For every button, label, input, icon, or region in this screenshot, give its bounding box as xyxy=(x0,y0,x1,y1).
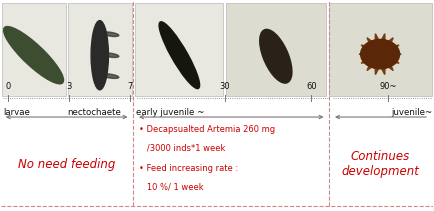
Text: No need feeding: No need feeding xyxy=(18,158,115,171)
Text: Continues
development: Continues development xyxy=(341,150,419,178)
Ellipse shape xyxy=(102,74,119,78)
Ellipse shape xyxy=(91,21,108,90)
Text: nectochaete: nectochaete xyxy=(68,108,122,117)
Ellipse shape xyxy=(159,22,200,89)
Bar xyxy=(68,3,132,96)
Text: 90~: 90~ xyxy=(379,82,397,91)
Polygon shape xyxy=(359,34,401,74)
Text: • Decapsualted Artemia 260 mg: • Decapsualted Artemia 260 mg xyxy=(139,125,275,134)
Text: /3000 inds*1 week: /3000 inds*1 week xyxy=(139,144,226,153)
Text: 0: 0 xyxy=(6,82,11,91)
Text: early juvenile ~: early juvenile ~ xyxy=(136,108,204,117)
Ellipse shape xyxy=(102,53,119,57)
Bar xyxy=(135,3,224,96)
Ellipse shape xyxy=(260,29,292,83)
Ellipse shape xyxy=(361,39,400,69)
Text: larvae: larvae xyxy=(3,108,30,117)
Ellipse shape xyxy=(102,32,119,37)
Ellipse shape xyxy=(3,27,63,84)
Text: 3: 3 xyxy=(66,82,72,91)
Bar xyxy=(329,3,432,96)
Text: 10 %/ 1 week: 10 %/ 1 week xyxy=(139,183,204,192)
Bar xyxy=(226,3,326,96)
Text: 60: 60 xyxy=(306,82,317,91)
Bar xyxy=(2,3,66,96)
Text: juvenile~: juvenile~ xyxy=(391,108,432,117)
Text: • Feed increasing rate :: • Feed increasing rate : xyxy=(139,164,238,173)
Text: 30: 30 xyxy=(220,82,230,91)
Text: 7: 7 xyxy=(127,82,132,91)
